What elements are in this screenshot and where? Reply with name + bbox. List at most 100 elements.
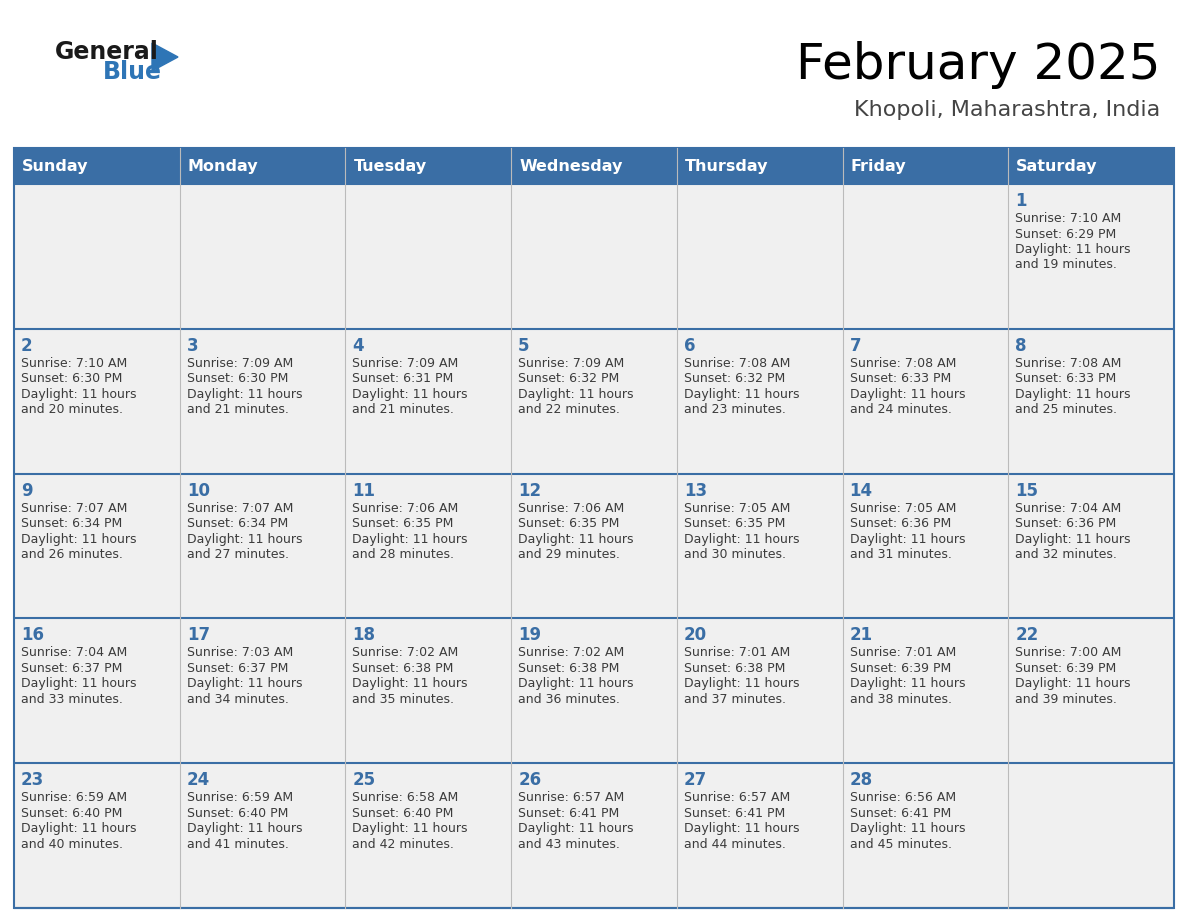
Text: and 41 minutes.: and 41 minutes. — [187, 838, 289, 851]
Text: 10: 10 — [187, 482, 210, 499]
Text: Daylight: 11 hours: Daylight: 11 hours — [187, 532, 302, 545]
Text: Daylight: 11 hours: Daylight: 11 hours — [353, 823, 468, 835]
Text: 22: 22 — [1016, 626, 1038, 644]
Bar — [677, 148, 842, 184]
Text: Sunrise: 6:59 AM: Sunrise: 6:59 AM — [187, 791, 292, 804]
Text: 26: 26 — [518, 771, 542, 789]
Bar — [179, 148, 346, 184]
Bar — [14, 763, 1174, 908]
Text: and 33 minutes.: and 33 minutes. — [21, 693, 122, 706]
Text: and 38 minutes.: and 38 minutes. — [849, 693, 952, 706]
Text: Sunrise: 7:06 AM: Sunrise: 7:06 AM — [353, 501, 459, 515]
Text: Sunrise: 6:57 AM: Sunrise: 6:57 AM — [518, 791, 625, 804]
Text: 1: 1 — [1016, 192, 1026, 210]
Bar — [14, 184, 1174, 329]
Text: Sunrise: 7:09 AM: Sunrise: 7:09 AM — [353, 357, 459, 370]
Text: Sunset: 6:37 PM: Sunset: 6:37 PM — [187, 662, 287, 675]
Text: February 2025: February 2025 — [796, 41, 1159, 89]
Text: and 21 minutes.: and 21 minutes. — [353, 403, 454, 416]
Bar — [14, 329, 1174, 474]
Bar — [842, 148, 1009, 184]
Text: Sunrise: 7:03 AM: Sunrise: 7:03 AM — [187, 646, 293, 659]
Text: Sunset: 6:29 PM: Sunset: 6:29 PM — [1016, 228, 1117, 241]
Text: Sunrise: 7:05 AM: Sunrise: 7:05 AM — [849, 501, 956, 515]
Text: Sunset: 6:40 PM: Sunset: 6:40 PM — [21, 807, 122, 820]
Text: and 22 minutes.: and 22 minutes. — [518, 403, 620, 416]
Text: 9: 9 — [21, 482, 32, 499]
Text: Tuesday: Tuesday — [353, 159, 426, 174]
Text: and 28 minutes.: and 28 minutes. — [353, 548, 455, 561]
Text: Sunrise: 7:02 AM: Sunrise: 7:02 AM — [518, 646, 625, 659]
Text: General: General — [55, 40, 159, 64]
Bar — [14, 474, 1174, 619]
Text: Sunset: 6:32 PM: Sunset: 6:32 PM — [684, 373, 785, 386]
Text: Sunrise: 7:09 AM: Sunrise: 7:09 AM — [518, 357, 625, 370]
Bar — [14, 148, 179, 184]
Polygon shape — [152, 43, 178, 71]
Text: Daylight: 11 hours: Daylight: 11 hours — [684, 387, 800, 401]
Text: Daylight: 11 hours: Daylight: 11 hours — [353, 677, 468, 690]
Text: 12: 12 — [518, 482, 542, 499]
Text: Sunset: 6:35 PM: Sunset: 6:35 PM — [518, 517, 619, 530]
Text: and 42 minutes.: and 42 minutes. — [353, 838, 454, 851]
Text: Daylight: 11 hours: Daylight: 11 hours — [518, 532, 633, 545]
Text: Sunset: 6:33 PM: Sunset: 6:33 PM — [1016, 373, 1117, 386]
Text: Daylight: 11 hours: Daylight: 11 hours — [353, 532, 468, 545]
Text: Sunrise: 7:08 AM: Sunrise: 7:08 AM — [684, 357, 790, 370]
Text: Sunrise: 7:10 AM: Sunrise: 7:10 AM — [21, 357, 127, 370]
Text: 14: 14 — [849, 482, 873, 499]
Text: Sunrise: 7:00 AM: Sunrise: 7:00 AM — [1016, 646, 1121, 659]
Text: Sunset: 6:31 PM: Sunset: 6:31 PM — [353, 373, 454, 386]
Text: Sunrise: 7:09 AM: Sunrise: 7:09 AM — [187, 357, 293, 370]
Text: Sunset: 6:39 PM: Sunset: 6:39 PM — [849, 662, 950, 675]
Text: 25: 25 — [353, 771, 375, 789]
Text: Daylight: 11 hours: Daylight: 11 hours — [518, 823, 633, 835]
Text: Sunrise: 7:01 AM: Sunrise: 7:01 AM — [684, 646, 790, 659]
Text: Daylight: 11 hours: Daylight: 11 hours — [21, 387, 137, 401]
Bar — [346, 148, 511, 184]
Text: Daylight: 11 hours: Daylight: 11 hours — [684, 532, 800, 545]
Text: and 30 minutes.: and 30 minutes. — [684, 548, 785, 561]
Text: Monday: Monday — [188, 159, 258, 174]
Text: Daylight: 11 hours: Daylight: 11 hours — [1016, 677, 1131, 690]
Text: Khopoli, Maharashtra, India: Khopoli, Maharashtra, India — [854, 100, 1159, 120]
Text: Daylight: 11 hours: Daylight: 11 hours — [518, 387, 633, 401]
Text: Daylight: 11 hours: Daylight: 11 hours — [21, 532, 137, 545]
Text: and 21 minutes.: and 21 minutes. — [187, 403, 289, 416]
Text: Saturday: Saturday — [1016, 159, 1098, 174]
Text: Sunset: 6:40 PM: Sunset: 6:40 PM — [353, 807, 454, 820]
Text: Daylight: 11 hours: Daylight: 11 hours — [849, 677, 965, 690]
Text: Sunrise: 6:58 AM: Sunrise: 6:58 AM — [353, 791, 459, 804]
Text: Sunset: 6:36 PM: Sunset: 6:36 PM — [1016, 517, 1117, 530]
Text: and 35 minutes.: and 35 minutes. — [353, 693, 455, 706]
Text: 11: 11 — [353, 482, 375, 499]
Text: 4: 4 — [353, 337, 364, 354]
Text: 18: 18 — [353, 626, 375, 644]
Text: 6: 6 — [684, 337, 695, 354]
Text: Sunset: 6:37 PM: Sunset: 6:37 PM — [21, 662, 122, 675]
Text: 3: 3 — [187, 337, 198, 354]
Text: Daylight: 11 hours: Daylight: 11 hours — [684, 823, 800, 835]
Text: 8: 8 — [1016, 337, 1026, 354]
Text: 13: 13 — [684, 482, 707, 499]
Text: 7: 7 — [849, 337, 861, 354]
Text: 5: 5 — [518, 337, 530, 354]
Text: Sunset: 6:38 PM: Sunset: 6:38 PM — [518, 662, 619, 675]
Text: 2: 2 — [21, 337, 32, 354]
Text: Sunset: 6:35 PM: Sunset: 6:35 PM — [684, 517, 785, 530]
Text: and 25 minutes.: and 25 minutes. — [1016, 403, 1117, 416]
Text: 20: 20 — [684, 626, 707, 644]
Text: Sunset: 6:41 PM: Sunset: 6:41 PM — [518, 807, 619, 820]
Text: 28: 28 — [849, 771, 873, 789]
Text: Sunrise: 6:56 AM: Sunrise: 6:56 AM — [849, 791, 955, 804]
Text: and 31 minutes.: and 31 minutes. — [849, 548, 952, 561]
Text: 17: 17 — [187, 626, 210, 644]
Text: Daylight: 11 hours: Daylight: 11 hours — [849, 532, 965, 545]
Text: Sunrise: 7:04 AM: Sunrise: 7:04 AM — [21, 646, 127, 659]
Text: 27: 27 — [684, 771, 707, 789]
Text: Sunrise: 6:59 AM: Sunrise: 6:59 AM — [21, 791, 127, 804]
Text: Sunset: 6:30 PM: Sunset: 6:30 PM — [187, 373, 287, 386]
Text: 21: 21 — [849, 626, 873, 644]
Text: Friday: Friday — [851, 159, 906, 174]
Text: Sunrise: 7:07 AM: Sunrise: 7:07 AM — [187, 501, 293, 515]
